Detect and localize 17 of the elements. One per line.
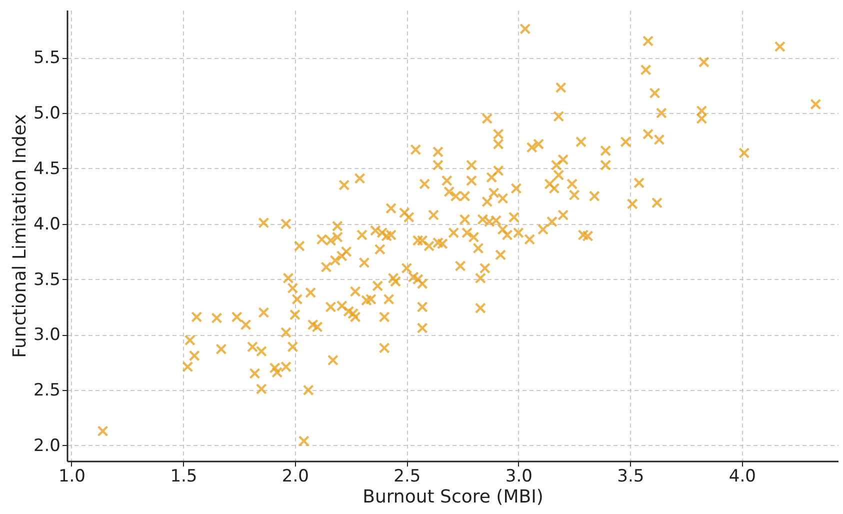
y-tick-label: 3.5 bbox=[33, 270, 60, 290]
y-tick-label: 2.5 bbox=[33, 380, 60, 401]
x-tick-label: 2.5 bbox=[394, 466, 421, 486]
y-tick-label: 4.5 bbox=[33, 158, 60, 179]
y-tick-label: 4.0 bbox=[33, 214, 60, 234]
x-tick-label: 1.5 bbox=[170, 466, 198, 486]
y-tick-label: 5.0 bbox=[33, 104, 60, 124]
x-axis-title: Burnout Score (MBI) bbox=[362, 486, 544, 508]
x-tick-label: 3.0 bbox=[505, 466, 532, 486]
x-tick-label: 4.0 bbox=[728, 466, 756, 486]
x-tick-label: 2.0 bbox=[282, 466, 309, 486]
y-tick-label: 3.0 bbox=[33, 325, 60, 346]
y-tick-label: 5.5 bbox=[33, 48, 60, 68]
y-axis-title: Functional Limitation Index bbox=[9, 114, 30, 358]
y-tick-label: 2.0 bbox=[33, 436, 60, 456]
x-tick-label: 3.5 bbox=[617, 466, 644, 486]
x-tick-label: 1.0 bbox=[58, 466, 86, 486]
